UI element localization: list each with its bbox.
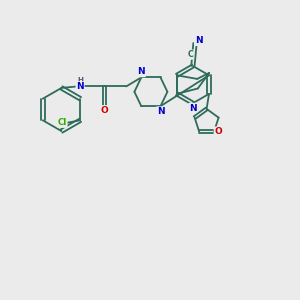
Text: N: N — [76, 82, 84, 91]
Text: Cl: Cl — [58, 118, 67, 127]
Text: N: N — [195, 36, 203, 45]
Text: O: O — [101, 106, 109, 115]
Text: H: H — [77, 77, 83, 83]
Text: N: N — [189, 103, 197, 112]
Text: N: N — [157, 107, 164, 116]
Text: C: C — [188, 50, 194, 59]
Text: O: O — [214, 127, 222, 136]
Text: N: N — [137, 68, 145, 76]
